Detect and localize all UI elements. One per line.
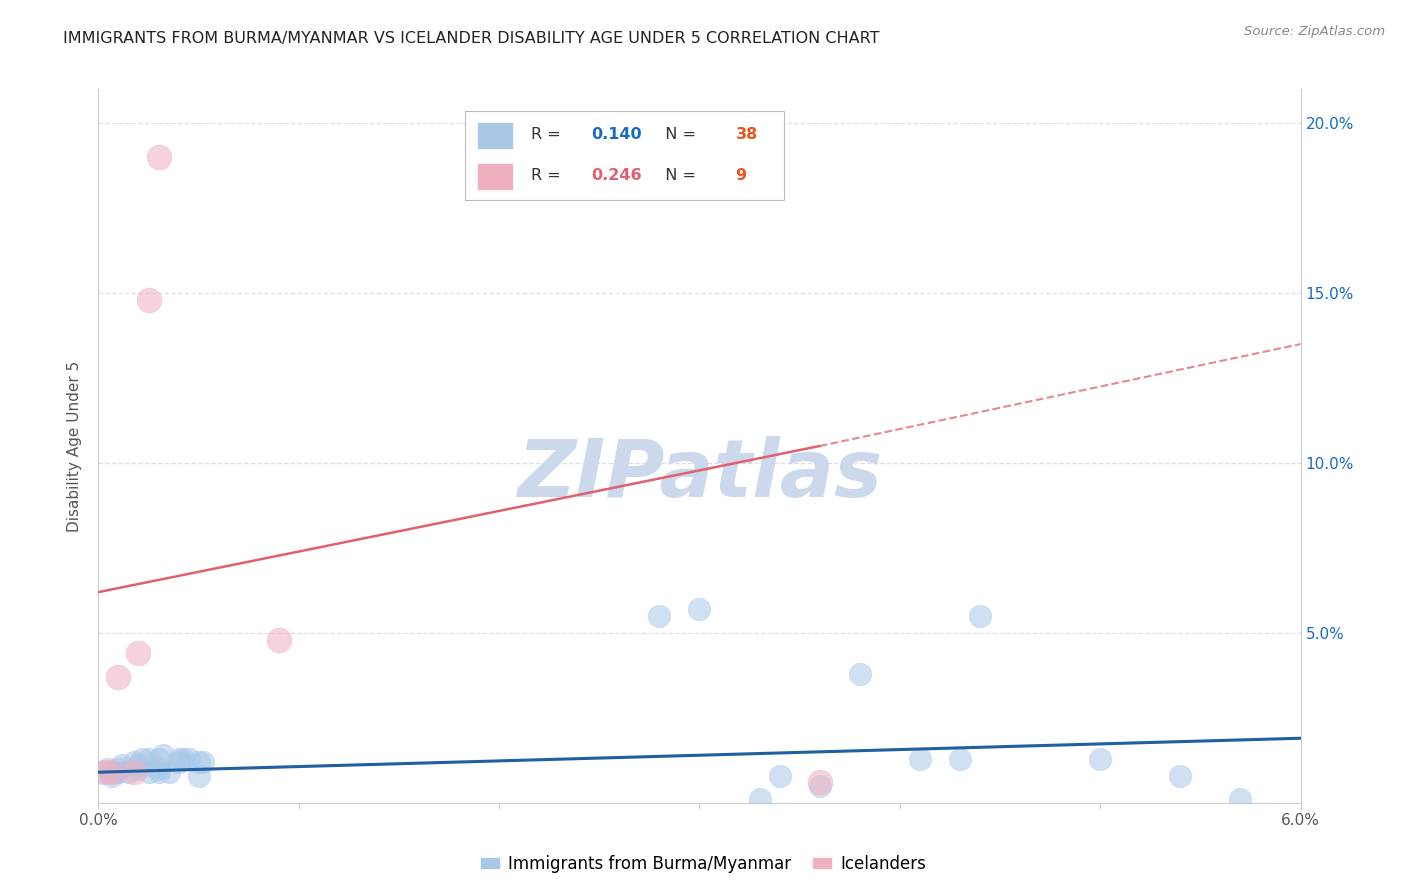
Point (128, 762, 150, 776)
Point (93, 765, 115, 780)
Point (117, 765, 139, 780)
Point (128, 646, 150, 660)
Text: N =: N = (655, 169, 702, 183)
Point (689, 602, 711, 616)
Y-axis label: Disability Age Under 5: Disability Age Under 5 (67, 360, 83, 532)
Point (138, 765, 160, 780)
Point (148, 765, 170, 780)
Point (808, 775, 831, 789)
Text: 38: 38 (735, 128, 758, 142)
Point (103, 765, 125, 780)
Point (1229, 792, 1251, 806)
Point (107, 765, 129, 780)
Point (969, 608, 991, 623)
Point (138, 293, 160, 307)
Point (138, 751, 160, 765)
FancyBboxPatch shape (465, 111, 783, 200)
Point (167, 755, 190, 769)
Legend: Immigrants from Burma/Myanmar, Icelanders: Immigrants from Burma/Myanmar, Icelander… (474, 848, 932, 880)
Text: ZIPatlas: ZIPatlas (517, 435, 882, 514)
Point (148, 150, 170, 164)
Point (107, 670, 129, 684)
Point (1090, 751, 1112, 765)
Point (908, 751, 931, 765)
Point (97, 762, 120, 776)
Point (131, 751, 153, 765)
Point (1170, 769, 1192, 783)
Text: IMMIGRANTS FROM BURMA/MYANMAR VS ICELANDER DISABILITY AGE UNDER 5 CORRELATION CH: IMMIGRANTS FROM BURMA/MYANMAR VS ICELAND… (63, 31, 880, 46)
Point (172, 751, 194, 765)
Point (93, 765, 115, 780)
Text: N =: N = (655, 128, 702, 142)
Point (157, 765, 180, 780)
Point (177, 751, 200, 765)
Point (849, 666, 872, 681)
Point (808, 779, 831, 793)
Text: R =: R = (531, 128, 567, 142)
Point (267, 632, 290, 647)
Text: 0.246: 0.246 (592, 169, 643, 183)
Point (152, 748, 174, 763)
Point (124, 765, 146, 780)
FancyBboxPatch shape (477, 163, 513, 190)
Text: 0.140: 0.140 (592, 128, 643, 142)
Point (111, 758, 134, 772)
Point (128, 758, 150, 772)
Point (949, 751, 972, 765)
Point (101, 769, 124, 783)
Point (648, 608, 671, 623)
Point (148, 751, 170, 765)
Text: R =: R = (531, 169, 567, 183)
Point (187, 755, 209, 769)
Text: 9: 9 (735, 169, 747, 183)
Point (101, 765, 124, 780)
Point (107, 762, 129, 776)
Text: Source: ZipAtlas.com: Source: ZipAtlas.com (1244, 25, 1385, 38)
Point (748, 792, 770, 806)
Point (191, 755, 214, 769)
Point (187, 769, 209, 783)
Point (148, 762, 170, 776)
FancyBboxPatch shape (477, 122, 513, 149)
Point (769, 769, 792, 783)
Point (167, 751, 190, 765)
Point (124, 755, 146, 769)
